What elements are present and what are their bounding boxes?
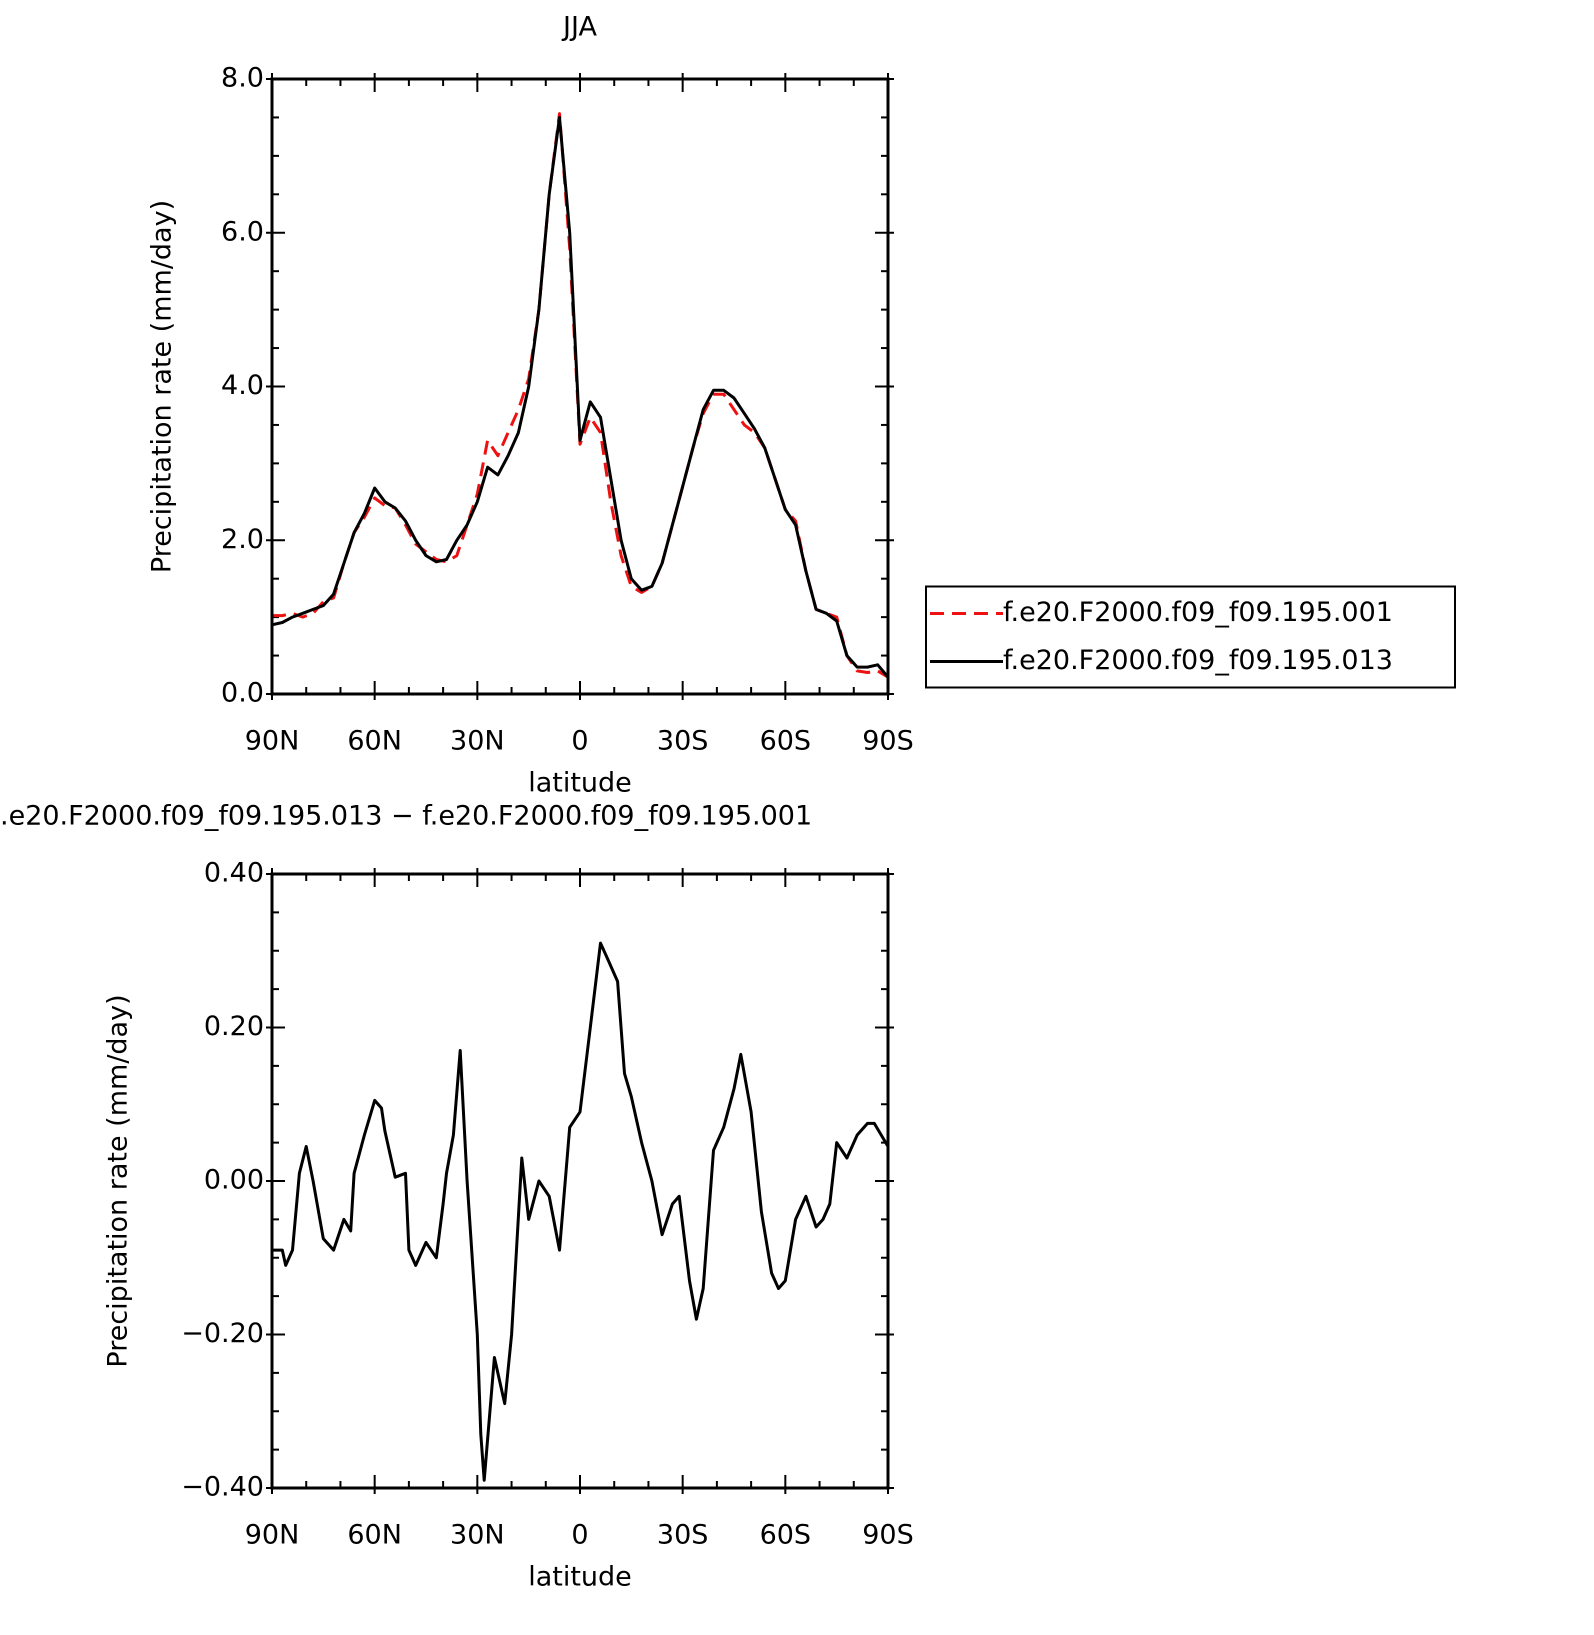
x-tick-label: 60N (347, 1520, 402, 1551)
y-tick-label: 0.40 (204, 858, 264, 889)
x-tick-label: 90N (245, 1520, 300, 1551)
legend-box (925, 585, 1456, 689)
y-tick-label: 0.20 (204, 1011, 264, 1042)
x-tick-label: 60N (347, 726, 402, 757)
x-tick-label: 90N (245, 726, 300, 757)
data-line (272, 941, 890, 1482)
chart-title: JJA (561, 12, 597, 43)
plot-frame (270, 77, 890, 696)
y-tick-label: 8.0 (221, 63, 264, 94)
x-tick-label: 60S (760, 726, 812, 757)
x-tick-label: 90S (862, 726, 914, 757)
y-tick-label: 4.0 (221, 370, 264, 401)
y-tick-label: 2.0 (221, 524, 264, 555)
plot-frame (270, 872, 890, 1490)
x-tick-label: 30N (450, 726, 505, 757)
y-axis-label: Precipitation rate (mm/day) (147, 200, 178, 573)
y-tick-label: 6.0 (221, 216, 264, 247)
data-line (272, 112, 889, 679)
x-tick-label: 60S (760, 1520, 812, 1551)
y-tick-label: 0.00 (204, 1165, 264, 1196)
legend-label: f.e20.F2000.f09_f09.195.001 (1003, 597, 1393, 628)
chart-title: .e20.F2000.f09_f09.195.013 − f.e20.F2000… (0, 801, 812, 832)
x-axis-label: latitude (528, 1562, 632, 1593)
x-axis-label: latitude (528, 768, 632, 799)
x-tick-label: 0 (571, 1520, 588, 1551)
x-tick-label: 30S (657, 1520, 709, 1551)
data-line (271, 115, 890, 679)
x-tick-label: 30S (657, 726, 709, 757)
y-axis-label: Precipitation rate (mm/day) (103, 994, 134, 1367)
y-tick-label: 0.0 (221, 678, 264, 709)
y-tick-label: −0.40 (181, 1472, 264, 1503)
x-tick-label: 30N (450, 1520, 505, 1551)
x-tick-label: 0 (571, 726, 588, 757)
legend-label: f.e20.F2000.f09_f09.195.013 (1003, 645, 1393, 676)
x-tick-label: 90S (862, 1520, 914, 1551)
y-tick-label: −0.20 (181, 1318, 264, 1349)
